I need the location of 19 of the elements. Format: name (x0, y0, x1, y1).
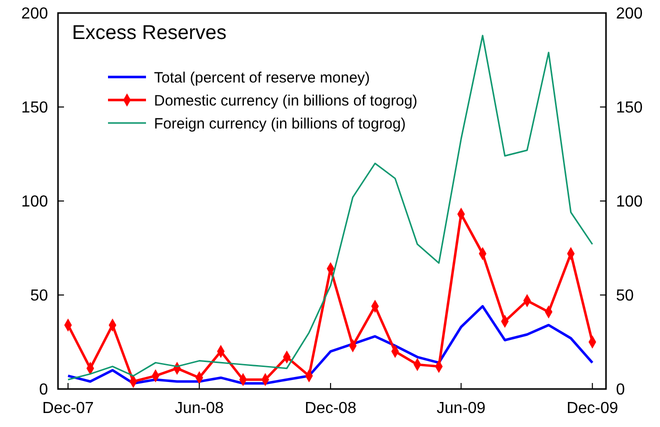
y-tick-label: 0 (39, 382, 48, 399)
y2-tick-label: 0 (616, 382, 625, 399)
x-tick-label: Dec-08 (304, 400, 356, 417)
x-tick-label: Dec-07 (42, 400, 94, 417)
y-tick-label: 150 (21, 100, 48, 117)
chart-title: Excess Reserves (72, 22, 226, 44)
y2-tick-label: 200 (616, 6, 643, 23)
legend-label: Total (percent of reserve money) (154, 69, 370, 86)
y2-tick-label: 150 (616, 100, 643, 117)
x-tick-label: Jun-08 (174, 400, 224, 417)
legend-label: Foreign currency (in billions of togrog) (154, 115, 406, 132)
y2-tick-label: 100 (616, 194, 643, 211)
y-tick-label: 50 (30, 288, 48, 305)
x-tick-label: Dec-09 (566, 400, 618, 417)
y2-tick-label: 50 (616, 288, 634, 305)
y-tick-label: 100 (21, 194, 48, 211)
y-tick-label: 200 (21, 6, 48, 23)
legend-label: Domestic currency (in billions of togrog) (154, 92, 418, 110)
x-tick-label: Jun-09 (436, 400, 486, 417)
